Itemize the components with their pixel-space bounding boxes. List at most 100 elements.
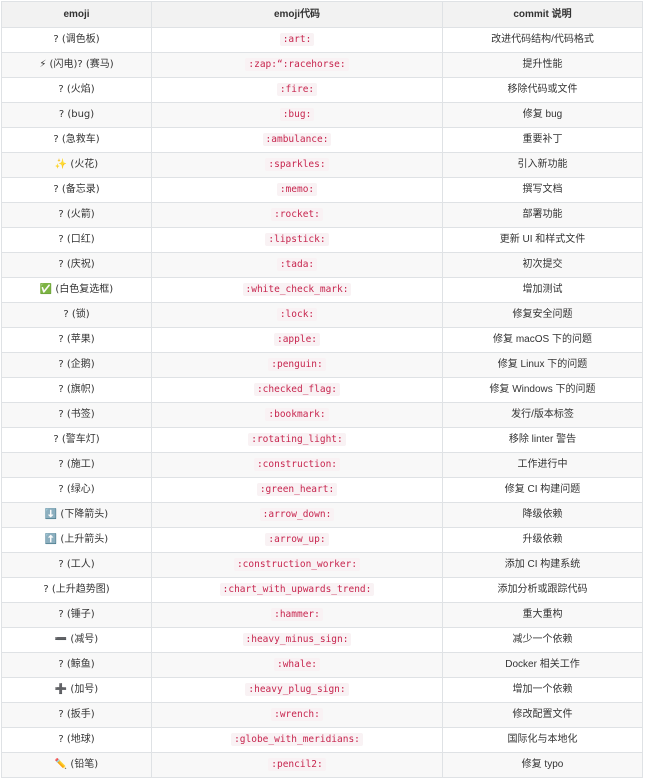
emoji-code-cell: :chart_with_upwards_trend: [151, 577, 443, 603]
emoji-label: ? (调色板) [53, 34, 100, 45]
table-row: ? (扳手):wrench: 修改配置文件 [1, 702, 643, 728]
commit-description-cell: 修复 Linux 下的问题 [442, 352, 643, 378]
table-row: ⬇️ (下降箭头):arrow_down: 降级依赖 [1, 502, 643, 528]
emoji-label: ? (口红) [58, 234, 95, 245]
emoji-cell: ? (火焰) [1, 77, 152, 103]
emoji-code: :pencil2: [268, 758, 326, 771]
emoji-label: ⬆️ (上升箭头) [44, 534, 109, 545]
commit-description-cell: Docker 相关工作 [442, 652, 643, 678]
table-row: ✅ (白色复选框):white_check_mark: 增加测试 [1, 277, 643, 303]
emoji-code-cell: :hammer: [151, 602, 443, 628]
table-row: ? (绿心):green_heart: 修复 CI 构建问题 [1, 477, 643, 503]
commit-description-cell: 降级依赖 [442, 502, 643, 528]
emoji-cell: ⚡ (闪电)? (赛马) [1, 52, 152, 78]
table-row: ? (锤子):hammer: 重大重构 [1, 602, 643, 628]
commit-description-cell: 移除 linter 警告 [442, 427, 643, 453]
commit-description-cell: 提升性能 [442, 52, 643, 78]
table-row: ⬆️ (上升箭头) :arrow_up: 升级依赖 [1, 527, 643, 553]
commit-description-cell: 初次提交 [442, 252, 643, 278]
emoji-code: :rocket: [271, 208, 323, 221]
emoji-cell: ? (旗帜) [1, 377, 152, 403]
commit-description-cell: 修复 bug [442, 102, 643, 128]
commit-description-cell: 修改配置文件 [442, 702, 643, 728]
emoji-code-cell: :zap:“:racehorse: [151, 52, 443, 78]
emoji-label: ✨ (火花) [54, 159, 99, 170]
emoji-code: :zap:“:racehorse: [245, 58, 349, 71]
emoji-label: ✏️ (铅笔) [54, 759, 99, 770]
table-row: ⚡ (闪电)? (赛马) :zap:“:racehorse: 提升性能 [1, 52, 643, 78]
emoji-cell: ? (急救车) [1, 127, 152, 153]
emoji-label: ? (施工) [58, 459, 95, 470]
table-row: ✏️ (铅笔):pencil2: 修复 typo [1, 752, 643, 778]
emoji-code: :ambulance: [262, 133, 332, 146]
emoji-label: ? (旗帜) [58, 384, 95, 395]
table-row: ? (书签):bookmark: 发行/版本标签 [1, 402, 643, 428]
commit-description-cell: 修复 CI 构建问题 [442, 477, 643, 503]
emoji-cell: ? (bug) [1, 102, 152, 128]
commit-description-cell: 重大重构 [442, 602, 643, 628]
emoji-cell: ? (书签) [1, 402, 152, 428]
emoji-label: ? (警车灯) [53, 434, 100, 445]
emoji-cell: ⬇️ (下降箭头) [1, 502, 152, 528]
emoji-cell: ✅ (白色复选框) [1, 277, 152, 303]
emoji-code-cell: :whale: [151, 652, 443, 678]
emoji-label: ? (bug) [58, 109, 95, 120]
table-row: ? (苹果) :apple: 修复 macOS 下的问题 [1, 327, 643, 353]
commit-description-cell: 减少一个依赖 [442, 627, 643, 653]
emoji-label: ? (地球) [58, 734, 95, 745]
table-row: ? (上升趋势图):chart_with_upwards_trend: 添加分析或… [1, 577, 643, 603]
emoji-code: :construction: [253, 458, 341, 471]
emoji-code-cell: :arrow_down: [151, 502, 443, 528]
emoji-cell: ? (锤子) [1, 602, 152, 628]
emoji-code-cell: :white_check_mark: [151, 277, 443, 303]
emoji-code-cell: :lock: [151, 302, 443, 328]
commit-description-cell: 改进代码结构/代码格式 [442, 27, 643, 53]
emoji-code: :checked_flag: [253, 383, 341, 396]
header-emoji: emoji [1, 1, 152, 28]
emoji-code-cell: :bookmark: [151, 402, 443, 428]
emoji-cell: ➖ (减号) [1, 627, 152, 653]
emoji-code-cell: :arrow_up: [151, 527, 443, 553]
emoji-code-cell: :wrench: [151, 702, 443, 728]
emoji-label: ? (绿心) [58, 484, 95, 495]
table-row: ? (旗帜):checked_flag: 修复 Windows 下的问题 [1, 377, 643, 403]
emoji-label: ? (苹果) [58, 334, 95, 345]
emoji-cell: ? (扳手) [1, 702, 152, 728]
emoji-code-cell: :checked_flag: [151, 377, 443, 403]
table-row: ? (急救车):ambulance: 重要补丁 [1, 127, 643, 153]
table-row: ✨ (火花):sparkles: 引入新功能 [1, 152, 643, 178]
commit-description-cell: 部署功能 [442, 202, 643, 228]
emoji-cell: ? (地球) [1, 727, 152, 753]
emoji-cell: ? (上升趋势图) [1, 577, 152, 603]
commit-description-cell: 添加 CI 构建系统 [442, 552, 643, 578]
emoji-code: :apple: [273, 333, 321, 346]
table-row: ? (火箭):rocket: 部署功能 [1, 202, 643, 228]
emoji-code-cell: :tada: [151, 252, 443, 278]
emoji-cell: ? (警车灯) [1, 427, 152, 453]
emoji-code-cell: :construction_worker: [151, 552, 443, 578]
emoji-code: :heavy_plug_sign: [245, 683, 349, 696]
emoji-code: :fire: [276, 83, 318, 96]
emoji-code: :bookmark: [265, 408, 329, 421]
emoji-code: :tada: [276, 258, 318, 271]
emoji-code: :chart_with_upwards_trend: [219, 583, 375, 596]
commit-description-cell: 工作进行中 [442, 452, 643, 478]
commit-description-cell: 移除代码或文件 [442, 77, 643, 103]
emoji-cell: ? (鲸鱼) [1, 652, 152, 678]
emoji-code-cell: :memo: [151, 177, 443, 203]
table-row: ? (施工) :construction: 工作进行中 [1, 452, 643, 478]
emoji-code-cell: :ambulance: [151, 127, 443, 153]
header-row: emoji emoji代码 commit 说明 [1, 1, 643, 28]
commit-description-cell: 升级依赖 [442, 527, 643, 553]
emoji-code: :rotating_light: [248, 433, 346, 446]
emoji-code-cell: :sparkles: [151, 152, 443, 178]
commit-description-cell: 修复 macOS 下的问题 [442, 327, 643, 353]
commit-description-cell: 修复安全问题 [442, 302, 643, 328]
emoji-label: ? (企鹅) [58, 359, 95, 370]
emoji-code: :arrow_up: [265, 533, 329, 546]
table-row: ? (火焰) :fire: 移除代码或文件 [1, 77, 643, 103]
emoji-label: ? (鲸鱼) [58, 659, 95, 670]
emoji-label: ? (工人) [58, 559, 95, 570]
emoji-label: ? (庆祝) [58, 259, 95, 270]
emoji-cell: ? (庆祝) [1, 252, 152, 278]
